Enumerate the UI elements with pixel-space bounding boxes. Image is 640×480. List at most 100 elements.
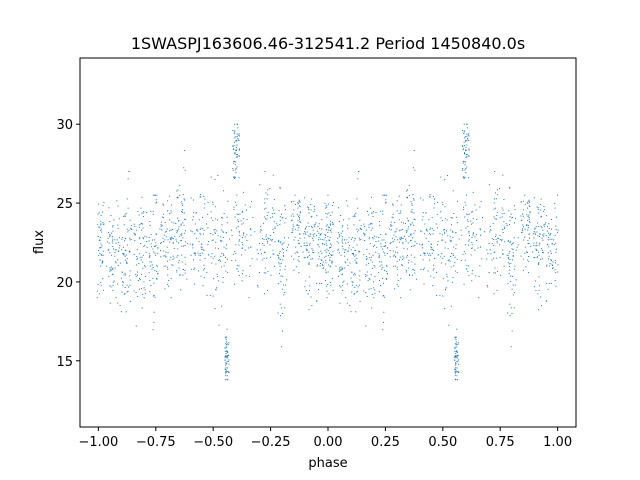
data-point [234, 216, 236, 218]
data-point [206, 271, 208, 273]
data-point [455, 336, 457, 338]
data-point [282, 275, 284, 277]
data-point [276, 254, 278, 256]
data-point [423, 283, 425, 285]
data-point [410, 201, 412, 203]
data-point [405, 240, 407, 242]
data-point [108, 232, 110, 234]
data-point [495, 234, 497, 236]
data-point [150, 210, 152, 212]
data-point [499, 244, 501, 246]
data-point [309, 233, 311, 235]
data-point [136, 274, 138, 276]
data-point [456, 375, 458, 377]
data-point [466, 144, 468, 146]
data-point [317, 226, 319, 228]
data-point [279, 269, 281, 271]
data-point [442, 234, 444, 236]
data-point [431, 228, 433, 230]
data-point [184, 218, 186, 220]
data-point [297, 251, 299, 253]
data-point [478, 275, 480, 277]
data-point [177, 189, 179, 191]
data-point [548, 282, 550, 284]
data-point [126, 291, 128, 293]
data-point [124, 214, 126, 216]
data-point [180, 234, 182, 236]
data-point [410, 211, 412, 213]
data-point [180, 233, 182, 235]
data-point [305, 290, 307, 292]
data-point [442, 278, 444, 280]
data-point [168, 280, 170, 282]
data-point [396, 268, 398, 270]
data-point [142, 237, 144, 239]
data-point [511, 244, 513, 246]
data-point [529, 201, 531, 203]
data-point [284, 237, 286, 239]
data-point [369, 223, 371, 225]
data-point [497, 237, 499, 239]
data-point [120, 311, 122, 313]
data-point [321, 260, 323, 262]
data-point [176, 197, 178, 199]
data-point [144, 266, 146, 268]
data-point [348, 218, 350, 220]
data-point [466, 127, 468, 129]
data-point [347, 205, 349, 207]
data-point [226, 244, 228, 246]
data-point [179, 184, 181, 186]
data-point [513, 307, 515, 309]
data-point [536, 257, 538, 259]
data-point [226, 216, 228, 218]
data-point [97, 236, 99, 238]
data-point [355, 262, 357, 264]
data-point [166, 266, 168, 268]
data-point [231, 229, 233, 231]
data-point [446, 276, 448, 278]
data-point [425, 212, 427, 214]
x-tick-label: −1.00 [78, 435, 118, 450]
data-point [213, 278, 215, 280]
data-point [355, 261, 357, 263]
data-point [152, 267, 154, 269]
data-point [456, 356, 458, 358]
data-point [507, 283, 509, 285]
data-point [234, 123, 236, 125]
data-point [224, 256, 226, 258]
data-point [457, 371, 459, 373]
data-point [133, 254, 135, 256]
data-point [436, 294, 438, 296]
data-point [225, 357, 227, 359]
data-point [450, 266, 452, 268]
data-point [327, 203, 329, 205]
data-point [379, 210, 381, 212]
data-point [493, 216, 495, 218]
data-point [363, 290, 365, 292]
x-tick-label: −0.25 [251, 435, 291, 450]
data-point [436, 244, 438, 246]
data-point [456, 379, 458, 381]
data-point [396, 228, 398, 230]
data-point [422, 247, 424, 249]
data-point [242, 234, 244, 236]
data-point [141, 256, 143, 258]
data-point [183, 245, 185, 247]
data-point [121, 281, 123, 283]
data-point [263, 244, 265, 246]
data-point [153, 321, 155, 323]
data-point [333, 223, 335, 225]
data-point [356, 258, 358, 260]
data-point [138, 262, 140, 264]
data-point [395, 230, 397, 232]
data-point [406, 248, 408, 250]
data-point [279, 272, 281, 274]
data-point [140, 223, 142, 225]
y-tick-label: 15 [56, 355, 73, 370]
data-point [169, 195, 171, 197]
data-point [378, 253, 380, 255]
data-point [551, 252, 553, 254]
data-point [144, 292, 146, 294]
data-point [551, 267, 553, 269]
data-point [232, 169, 234, 171]
